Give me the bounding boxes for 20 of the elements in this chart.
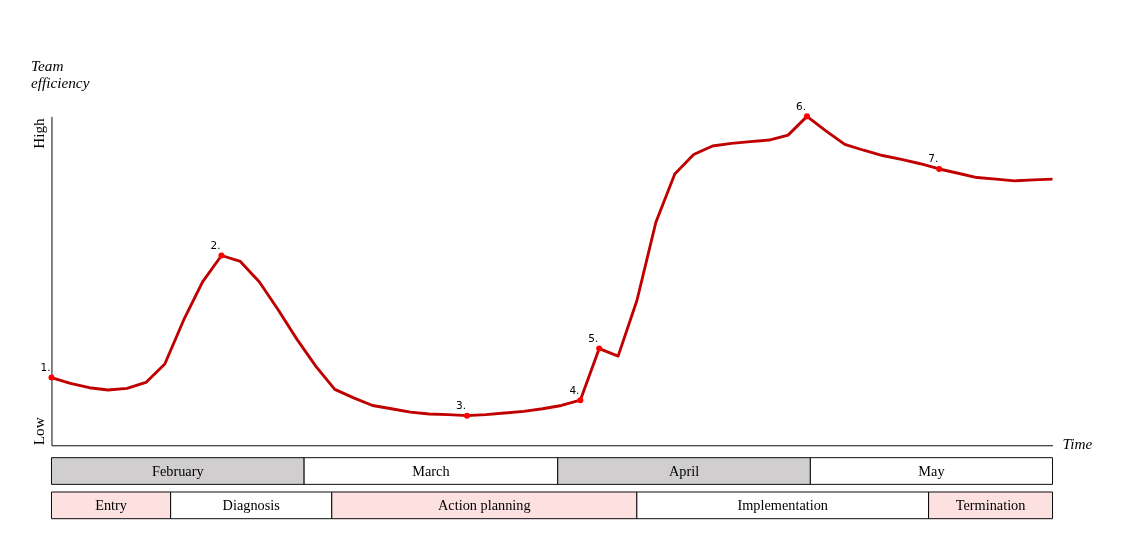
category-label: March	[412, 462, 450, 479]
category-label: May	[918, 462, 946, 479]
category-label: Entry	[95, 497, 128, 514]
annotation: 4.	[569, 383, 580, 396]
annotation: 5.	[588, 331, 599, 344]
text: High	[29, 117, 47, 149]
text: Low	[29, 417, 47, 446]
annotation: 6.	[796, 99, 807, 112]
category-label: April	[668, 462, 700, 479]
category-label: February	[151, 462, 205, 479]
annotation: 7.	[928, 152, 939, 165]
x-axis-title: Time	[1062, 434, 1093, 452]
annotation: 1.	[40, 360, 51, 373]
annotation: 3.	[456, 399, 467, 411]
y-axis-title: Team efficiency	[30, 57, 90, 92]
category-label: Termination	[955, 497, 1026, 514]
category-label: Action planning	[438, 497, 531, 514]
category-label: Diagnosis	[222, 497, 281, 514]
category-label: Implementation	[737, 497, 828, 514]
annotation: 2.	[210, 238, 221, 251]
